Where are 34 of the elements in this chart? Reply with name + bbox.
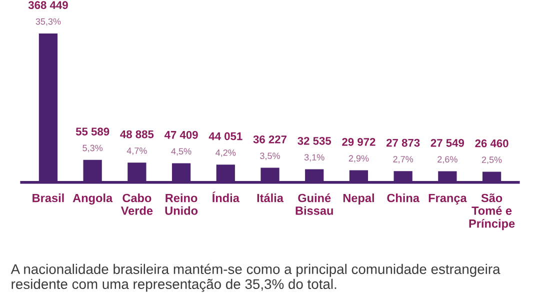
annotation: 4,2% (216, 149, 236, 157)
annotation: 3,5% (260, 152, 280, 160)
x-tick-label: China (387, 194, 420, 202)
annotation: 2,9% (348, 155, 369, 163)
data-label: 36 227 (253, 135, 287, 144)
data-label: 32 535 (298, 136, 332, 145)
data-label: 47 409 (164, 130, 198, 139)
x-tick-label: São Tomé e Príncipe (469, 194, 515, 230)
annotation: 35,3% (36, 18, 61, 26)
data-label: 48 885 (120, 130, 154, 138)
x-tick-label: Guiné Bissau (296, 193, 333, 215)
text: A nacionalidade brasileira mantém-se como a principal comunidade estrangeira residente com uma representação de 35,3% do total. (10, 264, 500, 292)
data-label: 44 051 (208, 132, 242, 140)
data-label: 368 449 (28, 1, 68, 10)
annotation: 2,5% (482, 156, 502, 164)
x-tick-label: Angola (72, 194, 113, 205)
annotation: 4,7% (126, 148, 147, 155)
data-label: 27 549 (430, 138, 464, 147)
annotation: 3,1% (304, 154, 324, 162)
x-tick-label: Brasil (32, 194, 64, 202)
data-label: 27 873 (386, 138, 420, 147)
data-label: 26 460 (475, 139, 508, 148)
x-tick-label: Itália (257, 193, 284, 202)
annotation: 4,5% (171, 148, 192, 156)
data-label: 55 589 (76, 128, 110, 136)
x-tick-label: Reino Unido (165, 194, 198, 215)
annotation: 5,3% (82, 144, 103, 152)
x-tick-label: Índia (212, 192, 240, 202)
x-tick-label: França (428, 194, 467, 205)
annotation: 2,7% (393, 156, 414, 164)
annotation: 2,6% (438, 156, 458, 164)
x-tick-label: Cabo Verde (120, 194, 153, 215)
data-label: 29 972 (342, 138, 376, 146)
x-tick-label: Nepal (343, 194, 374, 205)
